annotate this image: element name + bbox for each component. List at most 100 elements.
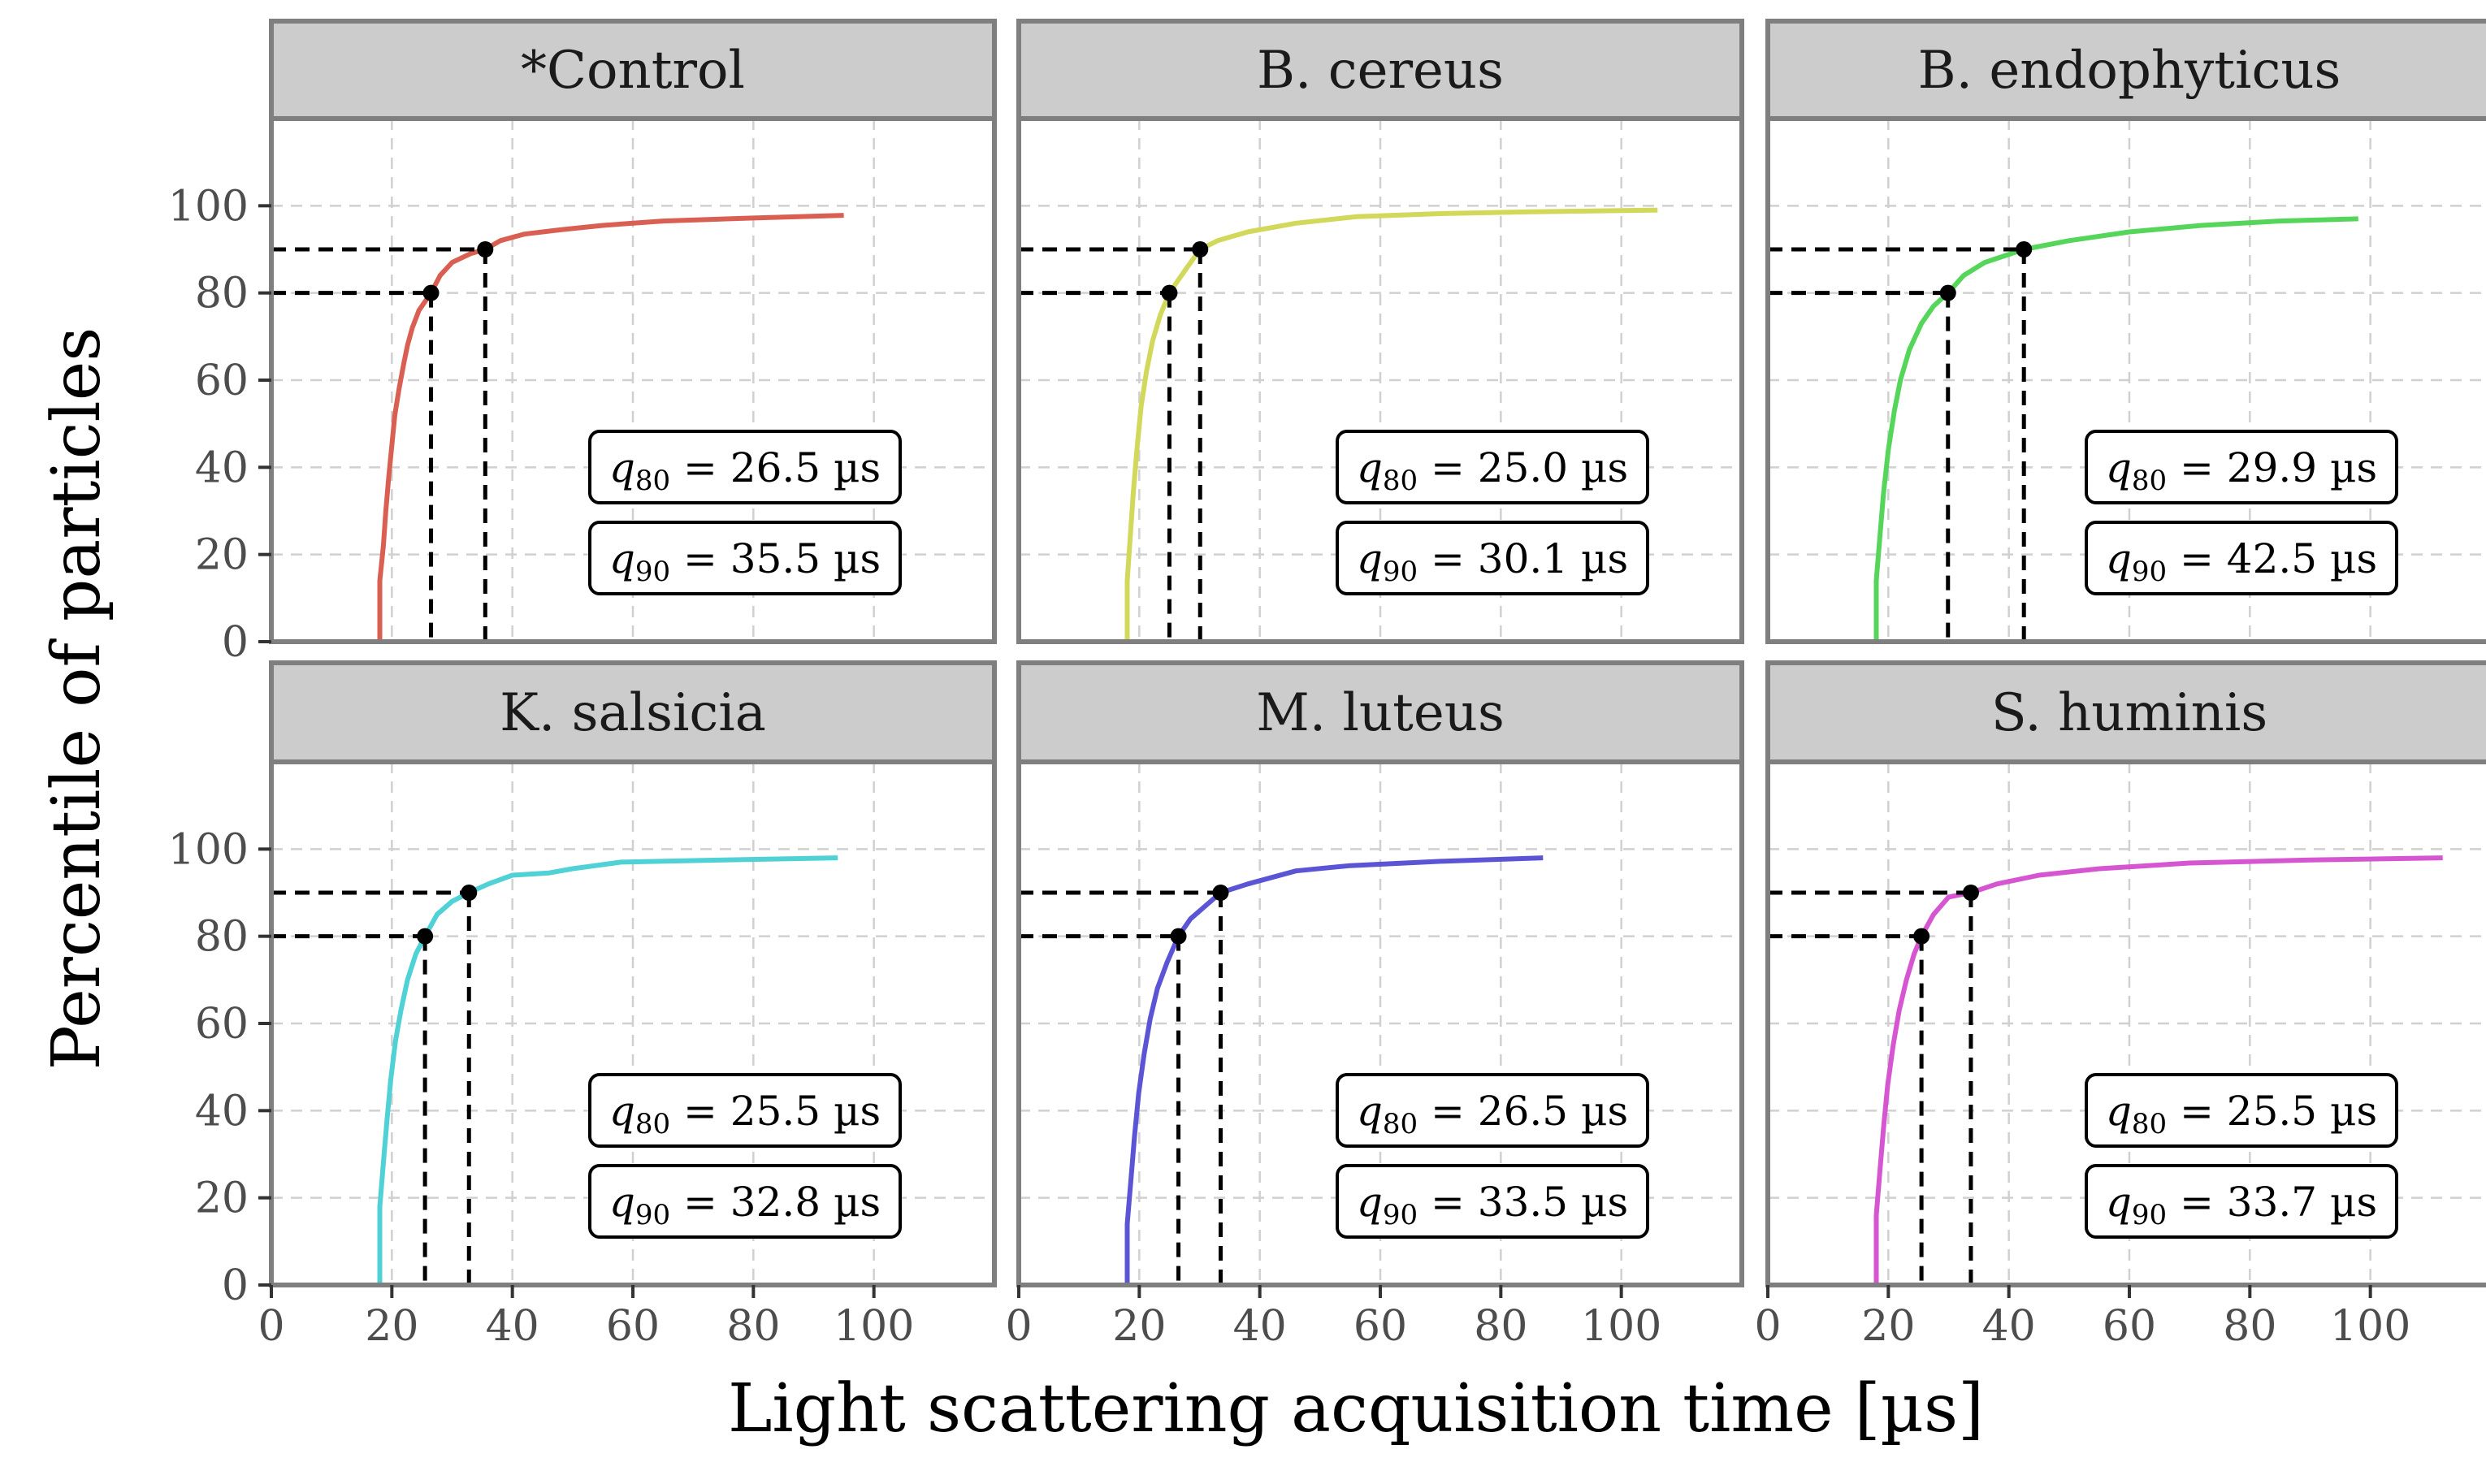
y-tick-label: 20	[195, 1175, 249, 1223]
annotation-box	[2085, 430, 2398, 504]
x-tick-label: 0	[1005, 1302, 1032, 1351]
facet-panel: q80 = 25.5 µs q90 = 33.7 µs S. huminis	[1765, 660, 2486, 1287]
x-tick-label: 20	[1861, 1302, 1915, 1351]
quantile-point	[477, 241, 494, 257]
quantile-point	[1212, 885, 1229, 901]
y-tick-label: 60	[195, 1000, 249, 1049]
y-tick-label: 100	[168, 825, 249, 874]
annotation-text: q80 = 25.0 µs	[1357, 444, 1628, 497]
x-tick-label: 80	[2223, 1302, 2276, 1351]
x-tick-label: 40	[1982, 1302, 2036, 1351]
y-tick-label: 40	[195, 1087, 249, 1136]
annotation-box	[2085, 521, 2398, 595]
y-axis-ticks: 0 20 40 60 80 100 0 20 40 60 80 100	[168, 182, 271, 1310]
annotation-text: q80 = 25.5 µs	[2106, 1088, 2377, 1140]
facet-strip	[1016, 19, 1744, 121]
facet-strip-label: B. cereus	[1257, 41, 1504, 101]
facet-panel: q80 = 25.5 µs q90 = 32.8 µs K. salsicia	[269, 660, 997, 1287]
annotation-text: q90 = 33.5 µs	[1357, 1179, 1628, 1231]
x-tick-label: 20	[365, 1302, 418, 1351]
quantile-point	[1161, 284, 1178, 301]
y-tick-label: 40	[195, 443, 249, 492]
x-tick-label: 40	[486, 1302, 539, 1351]
q90-annotation: q90 = 33.7 µs	[2085, 1164, 2398, 1239]
quantile-point	[1962, 885, 1979, 901]
q90-annotation: q90 = 30.1 µs	[1336, 521, 1649, 595]
q80-annotation: q80 = 26.5 µs	[1336, 1073, 1649, 1148]
x-tick-label: 80	[726, 1302, 780, 1351]
y-tick-label: 0	[222, 1261, 249, 1310]
annotation-text: q80 = 26.5 µs	[609, 444, 881, 497]
x-tick-label: 60	[606, 1302, 660, 1351]
facet-panel: q80 = 26.5 µs q90 = 33.5 µs M. luteus	[1016, 660, 1744, 1287]
facet-panel: q80 = 25.0 µs q90 = 30.1 µs B. cereus	[1016, 19, 1744, 644]
facet-strip-label: K. salsicia	[500, 683, 766, 743]
facet-panel: q80 = 26.5 µs q90 = 35.5 µs *Control	[269, 19, 997, 644]
quantile-point	[1913, 928, 1930, 945]
annotation-box	[1336, 430, 1649, 504]
quantile-point	[1192, 241, 1209, 257]
annotation-text: q80 = 26.5 µs	[1357, 1088, 1628, 1140]
q90-annotation: q90 = 33.5 µs	[1336, 1164, 1649, 1239]
facet-strip	[1765, 19, 2486, 121]
facet-strip-label: B. endophyticus	[1918, 41, 2341, 101]
quantile-point	[1939, 284, 1956, 301]
annotation-text: q80 = 25.5 µs	[609, 1088, 881, 1140]
annotation-box	[588, 1164, 902, 1239]
x-tick-label: 0	[1754, 1302, 1781, 1351]
x-tick-label: 80	[1474, 1302, 1527, 1351]
annotation-box	[588, 521, 902, 595]
q90-annotation: q90 = 32.8 µs	[588, 1164, 902, 1239]
annotation-text: q90 = 42.5 µs	[2106, 535, 2377, 588]
q80-annotation: q80 = 26.5 µs	[588, 430, 902, 504]
x-axis-ticks: 0 20 40 60 80 100 0 20 40 60 80 100 0 20 40 60 80 100	[258, 1285, 2410, 1351]
quantile-point	[2016, 241, 2033, 257]
x-tick-label: 100	[834, 1302, 914, 1351]
x-tick-label: 60	[2103, 1302, 2156, 1351]
y-tick-label: 80	[195, 270, 249, 318]
x-tick-label: 100	[2330, 1302, 2410, 1351]
y-tick-label: 80	[195, 913, 249, 962]
cdf-line	[377, 855, 838, 1285]
annotation-text: q90 = 33.7 µs	[2106, 1179, 2377, 1231]
y-tick-label: 20	[195, 531, 249, 580]
q80-annotation: q80 = 25.0 µs	[1336, 430, 1649, 504]
cdf-line	[1873, 216, 2358, 642]
x-tick-label: 60	[1353, 1302, 1407, 1351]
q80-annotation: q80 = 25.5 µs	[588, 1073, 902, 1148]
annotation-box	[2085, 1073, 2398, 1148]
x-tick-label: 100	[1581, 1302, 1661, 1351]
annotation-box	[1336, 1073, 1649, 1148]
facet-panel: q80 = 29.9 µs q90 = 42.5 µs B. endophyticu…	[1765, 19, 2486, 644]
annotation-box	[1336, 1164, 1649, 1239]
facet-strip	[1016, 660, 1744, 764]
quantile-point	[1170, 928, 1187, 945]
annotation-text: q80 = 29.9 µs	[2106, 444, 2377, 497]
annotation-text: q90 = 35.5 µs	[609, 535, 881, 588]
y-tick-label: 0	[222, 618, 249, 667]
x-tick-label: 0	[258, 1302, 284, 1351]
annotation-box	[2085, 1164, 2398, 1239]
quantile-point	[417, 928, 434, 945]
x-tick-label: 40	[1233, 1302, 1287, 1351]
quantile-point	[422, 284, 440, 301]
annotation-text: q90 = 30.1 µs	[1357, 535, 1628, 588]
q90-annotation: q90 = 42.5 µs	[2085, 521, 2398, 595]
y-tick-label: 100	[168, 182, 249, 231]
x-tick-label: 20	[1112, 1302, 1166, 1351]
q80-annotation: q80 = 29.9 µs	[2085, 430, 2398, 504]
y-tick-label: 60	[195, 357, 249, 405]
annotation-text: q90 = 32.8 µs	[609, 1179, 881, 1231]
q90-annotation: q90 = 35.5 µs	[588, 521, 902, 595]
x-axis-title: Light scattering acquisition time [µs]	[728, 1370, 1984, 1447]
q80-annotation: q80 = 25.5 µs	[2085, 1073, 2398, 1148]
quantile-point	[461, 885, 478, 901]
facet-strip	[269, 19, 997, 121]
annotation-box	[588, 430, 902, 504]
facet-strip-label: S. huminis	[1991, 683, 2267, 743]
facet-strip	[1765, 660, 2486, 764]
cdf-line	[1124, 855, 1544, 1285]
facet-strip	[269, 660, 997, 764]
